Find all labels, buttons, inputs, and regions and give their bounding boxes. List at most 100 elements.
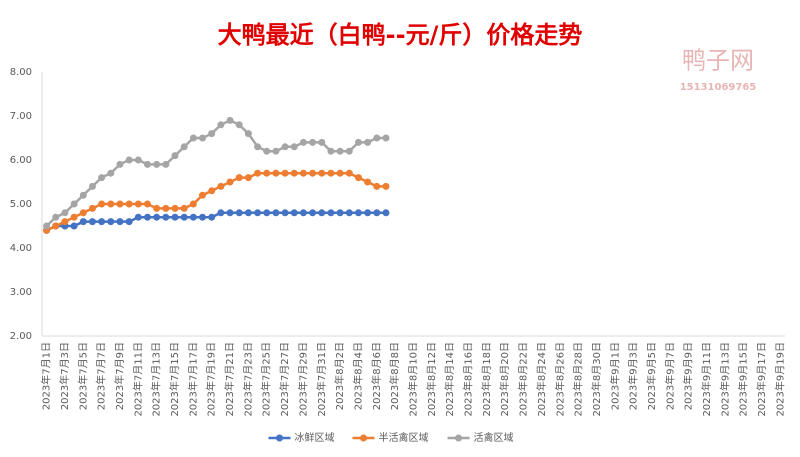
series-marker: [217, 121, 225, 129]
series-marker: [263, 147, 271, 155]
series-marker: [290, 169, 298, 177]
series-marker: [373, 182, 381, 190]
series-marker: [217, 209, 225, 217]
series-marker: [189, 213, 197, 221]
series-marker: [336, 169, 344, 177]
series-marker: [180, 204, 188, 212]
series-marker: [345, 209, 353, 217]
x-tick-label: 2023年8月10日: [407, 342, 420, 417]
y-tick-label: 8.00: [10, 67, 32, 78]
series-marker: [254, 143, 262, 151]
series-marker: [61, 218, 69, 226]
series-marker: [171, 152, 179, 160]
series-marker: [180, 213, 188, 221]
series-marker: [263, 209, 271, 217]
series-marker: [189, 134, 197, 142]
watermark: 鸭子网: [682, 47, 754, 75]
series-marker: [263, 169, 271, 177]
series-marker: [272, 147, 280, 155]
x-tick-label: 2023年7月7日: [95, 342, 108, 410]
y-tick-label: 6.00: [10, 155, 32, 166]
series-marker: [61, 209, 69, 217]
x-tick-label: 2023年8月2日: [333, 342, 346, 410]
legend-marker: [360, 434, 367, 442]
x-tick-label: 2023年7月25日: [260, 342, 273, 417]
series-marker: [382, 134, 390, 142]
series-marker: [125, 200, 133, 208]
series-marker: [354, 209, 362, 217]
series-marker: [281, 143, 289, 151]
series-marker: [107, 169, 115, 177]
series-marker: [254, 209, 262, 217]
series-marker: [107, 218, 115, 226]
x-tick-label: 2023年9月9日: [682, 342, 695, 410]
x-tick-label: 2023年7月13日: [150, 342, 163, 417]
series-marker: [116, 200, 124, 208]
series-marker: [254, 169, 262, 177]
watermark: 15131069765: [680, 82, 757, 93]
x-tick-label: 2023年7月17日: [186, 342, 199, 417]
x-tick-label: 2023年7月31日: [315, 342, 328, 417]
x-tick-label: 2023年9月5日: [645, 342, 658, 410]
series-marker: [143, 213, 151, 221]
x-tick-label: 2023年7月15日: [168, 342, 181, 417]
series-marker: [226, 209, 234, 217]
series-marker: [336, 147, 344, 155]
series-marker: [88, 218, 96, 226]
series-marker: [153, 160, 161, 168]
series-marker: [208, 130, 216, 138]
series-marker: [189, 200, 197, 208]
x-tick-label: 2023年7月29日: [296, 342, 309, 417]
series-marker: [143, 160, 151, 168]
series-marker: [70, 200, 78, 208]
series-marker: [79, 218, 87, 226]
series-marker: [235, 174, 243, 182]
series-marker: [43, 222, 51, 230]
series-marker: [208, 187, 216, 195]
series-marker: [235, 121, 243, 129]
series-marker: [180, 143, 188, 151]
series-marker: [88, 182, 96, 190]
series-marker: [98, 218, 106, 226]
series-marker: [171, 204, 179, 212]
x-tick-label: 2023年7月11日: [131, 342, 144, 417]
series-marker: [318, 209, 326, 217]
series-marker: [318, 138, 326, 146]
series-marker: [272, 209, 280, 217]
x-tick-label: 2023年9月11日: [700, 342, 713, 417]
series-marker: [162, 204, 170, 212]
series-marker: [116, 218, 124, 226]
y-tick-label: 4.00: [10, 243, 32, 254]
series-marker: [235, 209, 243, 217]
series-marker: [290, 143, 298, 151]
series-marker: [171, 213, 179, 221]
x-tick-label: 2023年8月16日: [462, 342, 475, 417]
series-marker: [272, 169, 280, 177]
x-tick-label: 2023年7月5日: [76, 342, 89, 410]
x-tick-label: 2023年8月20日: [498, 342, 511, 417]
x-tick-label: 2023年9月15日: [737, 342, 750, 417]
x-tick-label: 2023年9月1日: [608, 342, 621, 410]
series-marker: [162, 213, 170, 221]
series-marker: [199, 134, 207, 142]
series-marker: [309, 138, 317, 146]
series-marker: [299, 209, 307, 217]
series-marker: [382, 209, 390, 217]
x-tick-label: 2023年7月27日: [278, 342, 291, 417]
series-marker: [309, 169, 317, 177]
x-tick-label: 2023年7月1日: [40, 342, 53, 410]
x-tick-label: 2023年9月3日: [627, 342, 640, 410]
series-marker: [107, 200, 115, 208]
x-tick-label: 2023年8月26日: [553, 342, 566, 417]
series-marker: [52, 222, 60, 230]
series-marker: [217, 182, 225, 190]
x-tick-label: 2023年8月24日: [535, 342, 548, 417]
series-marker: [134, 213, 142, 221]
legend-label: 冰鲜区域: [295, 431, 335, 444]
series-marker: [345, 147, 353, 155]
series-marker: [116, 160, 124, 168]
x-tick-label: 2023年8月4日: [351, 342, 364, 410]
series-marker: [134, 200, 142, 208]
series-marker: [98, 200, 106, 208]
series-marker: [143, 200, 151, 208]
